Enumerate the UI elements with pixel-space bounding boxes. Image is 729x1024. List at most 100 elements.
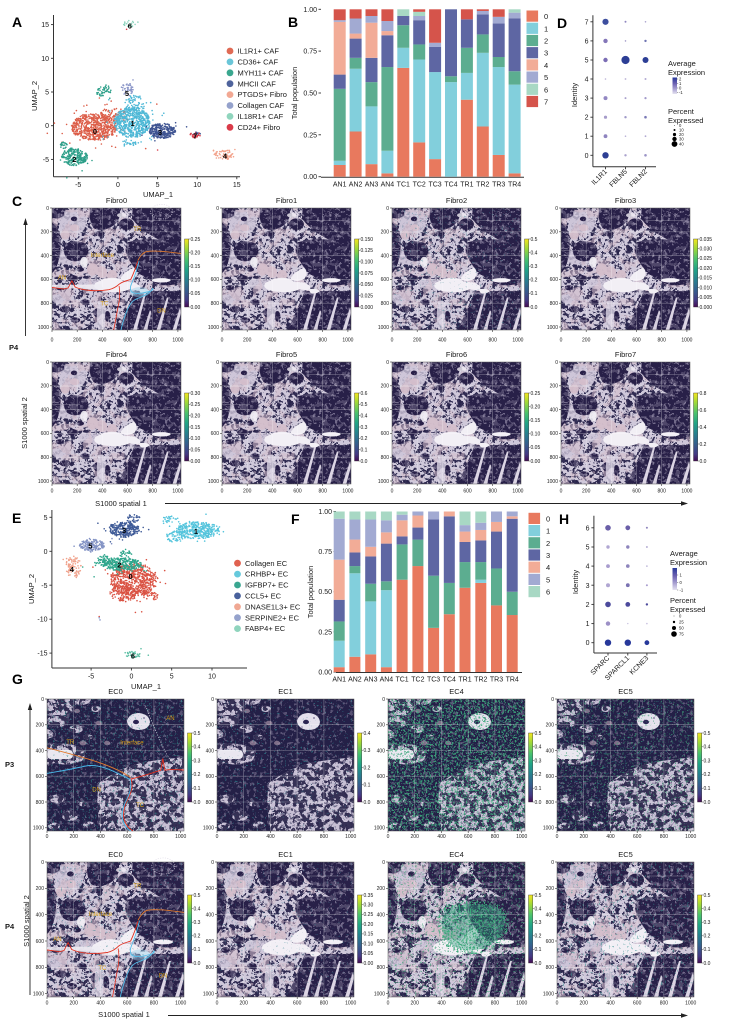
svg-text:0: 0: [555, 360, 558, 366]
svg-text:Expressed: Expressed: [668, 116, 703, 125]
svg-text:UMAP_2: UMAP_2: [30, 81, 39, 111]
svg-text:0: 0: [45, 123, 49, 130]
svg-text:600: 600: [41, 431, 50, 437]
svg-text:6: 6: [128, 21, 132, 30]
svg-text:400: 400: [268, 338, 277, 344]
svg-text:600: 600: [381, 277, 390, 283]
svg-text:Fibro0: Fibro0: [106, 196, 127, 205]
svg-text:-5: -5: [75, 182, 81, 189]
svg-text:UMAP_1: UMAP_1: [131, 682, 161, 691]
svg-text:0.10: 0.10: [531, 432, 541, 438]
svg-text:400: 400: [41, 407, 50, 413]
svg-text:600: 600: [632, 338, 641, 344]
svg-text:800: 800: [149, 338, 158, 344]
svg-text:0: 0: [221, 338, 224, 344]
svg-text:S1000 spatial 2: S1000 spatial 2: [20, 397, 29, 449]
svg-text:200: 200: [550, 384, 559, 390]
svg-text:1000: 1000: [208, 325, 219, 331]
svg-text:0.025: 0.025: [700, 256, 713, 262]
svg-text:MHCII CAF: MHCII CAF: [238, 79, 277, 88]
svg-text:4: 4: [223, 152, 228, 161]
svg-text:1000: 1000: [38, 479, 49, 485]
svg-text:200: 200: [41, 230, 50, 236]
svg-text:TR4: TR4: [508, 182, 521, 189]
svg-text:0.3: 0.3: [531, 264, 538, 270]
svg-text:CD36+ CAF: CD36+ CAF: [238, 58, 279, 67]
svg-text:0.010: 0.010: [700, 285, 713, 291]
svg-text:Total population: Total population: [290, 67, 299, 120]
svg-text:E: E: [12, 510, 21, 526]
svg-text:1000: 1000: [172, 338, 183, 344]
svg-text:400: 400: [550, 253, 559, 259]
svg-text:D: D: [557, 15, 567, 31]
svg-text:TC4: TC4: [444, 182, 457, 189]
svg-text:0: 0: [555, 206, 558, 212]
svg-text:UMAP_2: UMAP_2: [27, 574, 36, 604]
svg-text:0: 0: [93, 127, 97, 136]
svg-text:0: 0: [560, 338, 563, 344]
svg-text:0.10: 0.10: [191, 278, 201, 284]
svg-text:5: 5: [45, 90, 49, 97]
svg-text:AN1: AN1: [333, 182, 347, 189]
svg-text:0.10: 0.10: [191, 436, 201, 442]
svg-text:0.05: 0.05: [191, 448, 201, 454]
svg-text:TR3: TR3: [492, 182, 505, 189]
svg-text:AN: AN: [58, 275, 66, 281]
svg-text:0.150: 0.150: [361, 237, 374, 243]
svg-text:400: 400: [438, 338, 447, 344]
svg-text:1: 1: [131, 119, 135, 128]
svg-text:UMAP_1: UMAP_1: [143, 190, 173, 199]
svg-text:0: 0: [585, 153, 589, 160]
svg-text:600: 600: [41, 277, 50, 283]
svg-text:MYH11+ CAF: MYH11+ CAF: [238, 68, 284, 77]
svg-text:800: 800: [211, 301, 220, 307]
svg-text:0: 0: [391, 338, 394, 344]
svg-text:B: B: [288, 14, 298, 30]
svg-text:FBLN2: FBLN2: [629, 168, 649, 188]
svg-text:10: 10: [679, 128, 684, 133]
svg-text:600: 600: [550, 277, 559, 283]
svg-text:400: 400: [98, 338, 107, 344]
svg-text:C: C: [12, 193, 22, 209]
svg-text:0.0: 0.0: [531, 305, 538, 311]
svg-text:10: 10: [41, 56, 49, 63]
svg-text:1000: 1000: [512, 489, 523, 495]
svg-text:400: 400: [41, 253, 50, 259]
svg-text:600: 600: [211, 277, 220, 283]
svg-text:1: 1: [679, 81, 682, 86]
svg-text:7: 7: [193, 131, 197, 140]
svg-text:0: 0: [679, 123, 682, 128]
svg-text:1000: 1000: [681, 489, 692, 495]
svg-text:2: 2: [72, 155, 76, 164]
svg-text:Fibro5: Fibro5: [276, 350, 297, 359]
svg-text:0.20: 0.20: [191, 250, 201, 256]
svg-text:0.5: 0.5: [361, 402, 368, 408]
svg-text:400: 400: [381, 253, 390, 259]
svg-text:400: 400: [381, 407, 390, 413]
svg-text:200: 200: [243, 489, 252, 495]
svg-text:0.30: 0.30: [191, 391, 201, 397]
svg-text:0: 0: [129, 674, 133, 681]
svg-text:2: 2: [544, 37, 548, 46]
svg-text:1000: 1000: [38, 325, 49, 331]
svg-text:CD24+ Fibro: CD24+ Fibro: [238, 123, 281, 132]
svg-text:3: 3: [158, 128, 162, 137]
svg-text:1000: 1000: [512, 338, 523, 344]
svg-text:800: 800: [658, 338, 667, 344]
svg-text:0: 0: [386, 206, 389, 212]
svg-text:600: 600: [123, 338, 132, 344]
svg-text:800: 800: [381, 455, 390, 461]
svg-text:0.2: 0.2: [531, 278, 538, 284]
svg-text:-5: -5: [41, 583, 47, 590]
svg-text:600: 600: [463, 489, 472, 495]
svg-text:7: 7: [544, 98, 548, 107]
svg-text:0.75: 0.75: [303, 49, 317, 56]
svg-text:0.2: 0.2: [700, 442, 707, 448]
svg-text:P4: P4: [9, 343, 19, 352]
svg-text:0.6: 0.6: [361, 391, 368, 397]
svg-text:0.1: 0.1: [361, 448, 368, 454]
svg-text:400: 400: [211, 253, 220, 259]
svg-text:1000: 1000: [342, 338, 353, 344]
svg-text:1000: 1000: [378, 479, 389, 485]
svg-text:Interface: Interface: [91, 253, 115, 259]
